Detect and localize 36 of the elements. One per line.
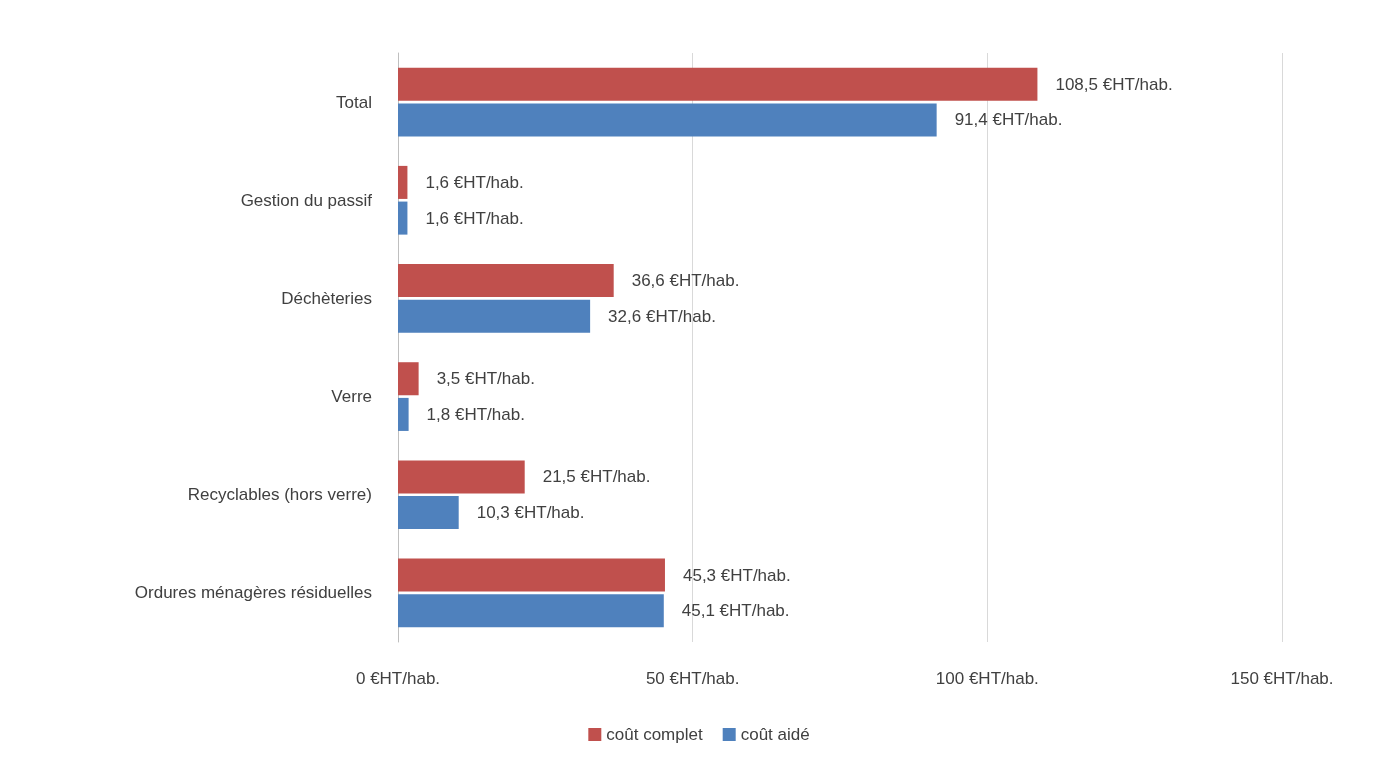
data-label: 1,6 €HT/hab. xyxy=(425,208,524,228)
y-tick-label: Gestion du passif xyxy=(240,190,373,210)
y-tick-label: Recyclables (hors verre) xyxy=(187,485,372,505)
y-tick-label: Verre xyxy=(331,387,372,407)
x-tick-label: 50 €HT/hab. xyxy=(645,669,740,688)
bar xyxy=(398,299,591,333)
x-tick-label: 150 €HT/hab. xyxy=(1230,669,1334,688)
bar xyxy=(398,201,408,235)
y-tick-label: Déchèteries xyxy=(281,288,372,308)
bar xyxy=(398,460,525,494)
data-label: 1,8 €HT/hab. xyxy=(426,404,525,424)
y-tick-label: Ordures ménagères résiduelles xyxy=(134,583,372,603)
bar xyxy=(398,264,614,298)
bar xyxy=(398,103,937,137)
data-label: 32,6 €HT/hab. xyxy=(608,306,716,326)
data-label: 108,5 €HT/hab. xyxy=(1055,74,1173,94)
data-label: 91,4 €HT/hab. xyxy=(954,110,1063,130)
data-label: 1,6 €HT/hab. xyxy=(425,172,524,192)
bar xyxy=(398,67,1038,101)
data-label: 36,6 €HT/hab. xyxy=(631,271,740,291)
legend-label: coût aidé xyxy=(740,725,810,744)
bar xyxy=(398,165,408,199)
data-label: 3,5 €HT/hab. xyxy=(436,369,535,389)
x-tick-label: 0 €HT/hab. xyxy=(355,669,441,688)
data-label: 45,1 €HT/hab. xyxy=(681,601,790,621)
y-tick-label: Total xyxy=(336,92,372,112)
data-label: 21,5 €HT/hab. xyxy=(542,467,651,487)
bar xyxy=(398,362,419,396)
x-tick-label: 100 €HT/hab. xyxy=(935,669,1039,688)
bar xyxy=(398,397,409,431)
legend-label: coût complet xyxy=(606,725,703,744)
bar xyxy=(398,496,459,530)
bar xyxy=(398,558,665,592)
data-label: 45,3 €HT/hab. xyxy=(682,565,791,585)
bar xyxy=(398,594,664,628)
data-label: 10,3 €HT/hab. xyxy=(476,503,585,523)
